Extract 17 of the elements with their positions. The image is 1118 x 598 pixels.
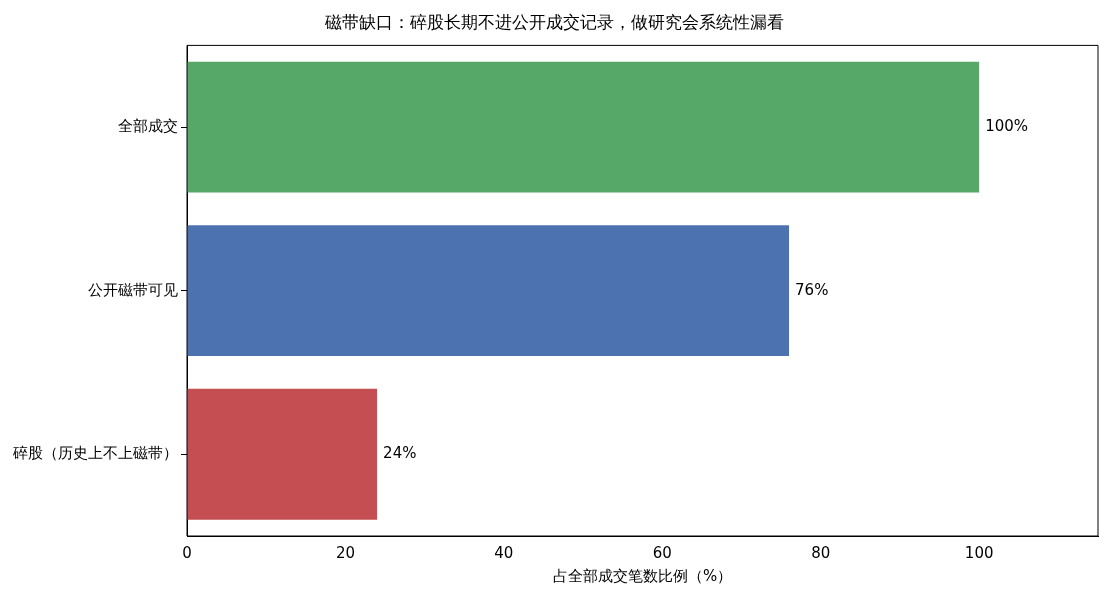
bar xyxy=(187,225,790,357)
x-tick-label: 20 xyxy=(335,543,355,562)
x-tick-label: 40 xyxy=(494,543,514,562)
y-tick-label: 公开磁带可见 xyxy=(88,280,178,299)
data-label: 100% xyxy=(985,117,1029,136)
x-tick-label: 80 xyxy=(811,543,831,562)
y-tick-label: 碎股（历史上不上磁带） xyxy=(12,444,178,463)
x-tick-label: 0 xyxy=(182,543,192,562)
x-tick-label: 100 xyxy=(964,543,994,562)
data-label: 24% xyxy=(383,444,417,463)
data-label: 76% xyxy=(795,280,829,299)
chart-title: 磁带缺口：碎股长期不进公开成交记录，做研究会系统性漏看 xyxy=(323,11,784,32)
x-axis-title: 占全部成交笔数比例（%） xyxy=(552,566,733,585)
y-tick-label: 全部成交 xyxy=(118,117,178,136)
x-tick-label: 60 xyxy=(652,543,672,562)
bar xyxy=(187,61,980,193)
bar xyxy=(187,388,378,520)
